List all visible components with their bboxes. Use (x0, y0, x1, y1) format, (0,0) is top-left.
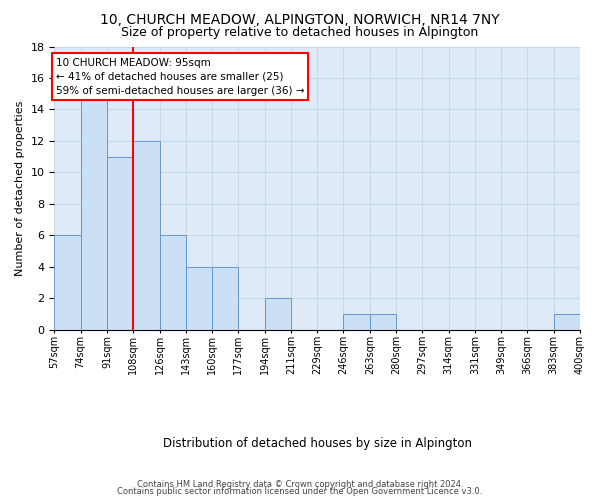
Bar (80, 94, 107, 330)
Text: Contains public sector information licensed under the Open Government Licence v3: Contains public sector information licen… (118, 487, 482, 496)
Y-axis label: Number of detached properties: Number of detached properties (15, 100, 25, 276)
Bar (107, 156, 133, 330)
Text: 10, CHURCH MEADOW, ALPINGTON, NORWICH, NR14 7NY: 10, CHURCH MEADOW, ALPINGTON, NORWICH, N… (100, 12, 500, 26)
Bar (55, 235, 80, 330)
Bar (133, 141, 160, 330)
Text: 10 CHURCH MEADOW: 95sqm
← 41% of detached houses are smaller (25)
59% of semi-de: 10 CHURCH MEADOW: 95sqm ← 41% of detache… (56, 58, 304, 96)
Bar (186, 266, 212, 330)
Bar (343, 314, 370, 330)
Bar (554, 314, 580, 330)
Bar (370, 314, 396, 330)
Text: Contains HM Land Registry data © Crown copyright and database right 2024.: Contains HM Land Registry data © Crown c… (137, 480, 463, 489)
Bar (265, 298, 291, 330)
Text: Size of property relative to detached houses in Alpington: Size of property relative to detached ho… (121, 26, 479, 39)
Bar (160, 235, 186, 330)
X-axis label: Distribution of detached houses by size in Alpington: Distribution of detached houses by size … (163, 437, 472, 450)
Bar (212, 266, 238, 330)
